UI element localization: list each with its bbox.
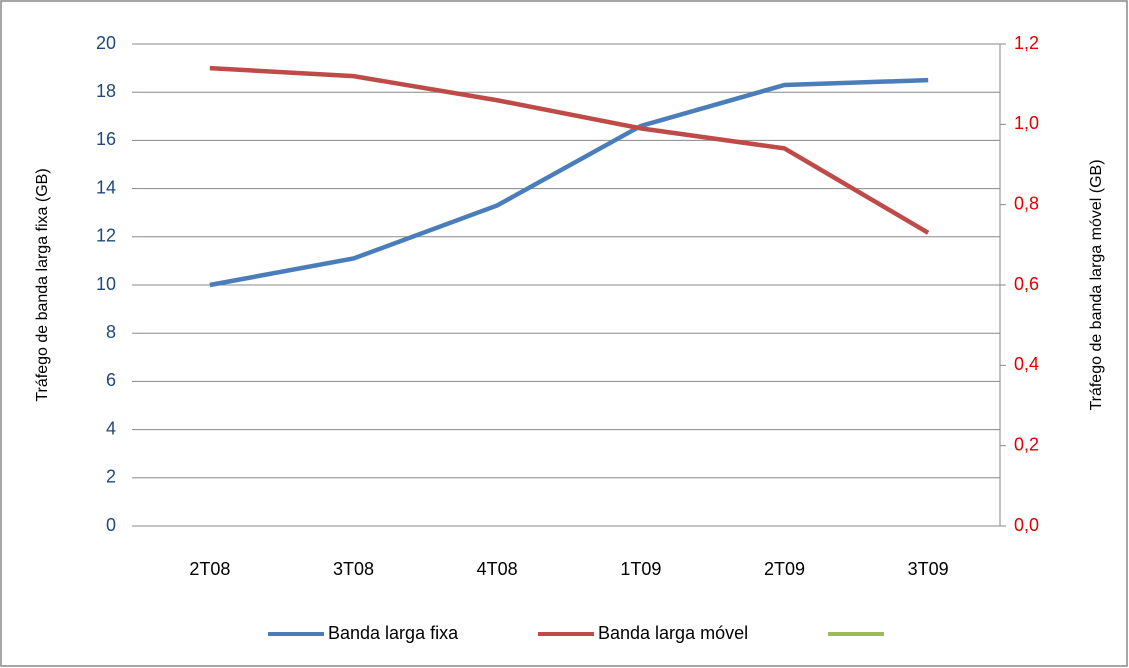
y2-tick-label: 0,0: [1014, 515, 1039, 535]
x-tick-label: 1T09: [620, 559, 661, 579]
y2-tick-label: 0,6: [1014, 274, 1039, 294]
y2-tick-label: 0,2: [1014, 434, 1039, 454]
series-line: [209, 77, 929, 288]
y2-tick-label: 0,4: [1014, 354, 1039, 374]
y-tick-label: 2: [106, 467, 116, 487]
y-tick-label: 10: [96, 274, 116, 294]
y-tick-label: 12: [96, 226, 116, 246]
y-axis-title: Tráfego de banda larga fixa (GB): [34, 168, 51, 401]
y-tick-label: 20: [96, 33, 116, 53]
y2-tick-label: 1,0: [1014, 113, 1039, 133]
y-tick-label: 8: [106, 322, 116, 342]
y-tick-label: 6: [106, 370, 116, 390]
y-tick-label: 14: [96, 177, 116, 197]
x-tick-label: 3T08: [333, 559, 374, 579]
legend-label: Banda larga fixa: [328, 623, 459, 643]
x-tick-label: 2T09: [764, 559, 805, 579]
y-tick-label: 18: [96, 81, 116, 101]
series-line: [209, 65, 930, 235]
x-tick-label: 4T08: [477, 559, 518, 579]
y2-tick-label: 1,2: [1014, 33, 1039, 53]
y-tick-label: 4: [106, 418, 116, 438]
x-tick-label: 2T08: [189, 559, 230, 579]
x-tick-label: 3T09: [908, 559, 949, 579]
y-tick-label: 16: [96, 129, 116, 149]
y-tick-label: 0: [106, 515, 116, 535]
legend-label: Banda larga móvel: [598, 623, 748, 643]
y2-tick-label: 0,8: [1014, 193, 1039, 213]
y2-axis-title: Tráfego de banda larga móvel (GB): [1088, 159, 1105, 410]
